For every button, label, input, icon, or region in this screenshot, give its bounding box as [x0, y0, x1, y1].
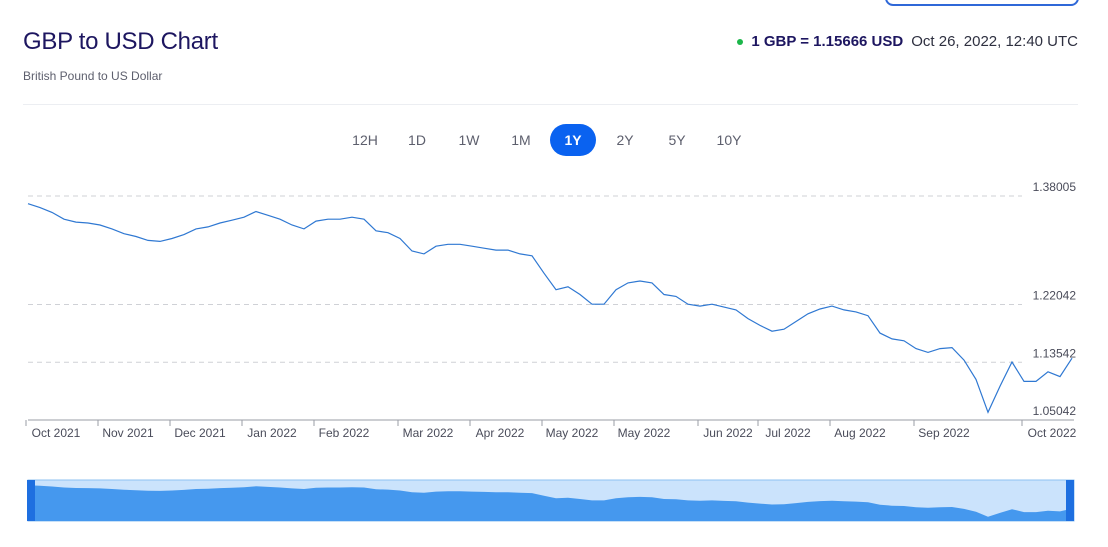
range-selector: 12H 1D 1W 1M 1Y 2Y 5Y 10Y	[342, 124, 752, 156]
x-tick-label: Jul 2022	[765, 426, 811, 440]
live-dot	[737, 38, 744, 45]
x-tick-label: May 2022	[546, 426, 599, 440]
x-tick-label: May 2022	[618, 426, 671, 440]
x-tick-label: Apr 2022	[476, 426, 525, 440]
x-tick-label: Nov 2021	[102, 426, 154, 440]
x-tick-label: Sep 2022	[918, 426, 970, 440]
y-tick-label: 1.22042	[1033, 289, 1077, 303]
x-tick-label: Jan 2022	[247, 426, 297, 440]
x-tick-label: Dec 2021	[174, 426, 226, 440]
y-tick-label: 1.38005	[1033, 180, 1077, 194]
x-tick-label: Mar 2022	[403, 426, 454, 440]
range-button[interactable]: 12H	[352, 132, 378, 148]
range-button[interactable]: 5Y	[668, 132, 686, 148]
y-tick-label: 1.13542	[1033, 346, 1077, 360]
rate: 1 GBP = 1.15666 USD	[751, 33, 904, 50]
title: GBP to USD Chart	[23, 28, 218, 55]
price-line	[27, 203, 1073, 414]
x-tick-label: Aug 2022	[834, 426, 886, 440]
navigator-handle	[27, 480, 35, 521]
navigator-area	[28, 485, 1072, 521]
range-button[interactable]: 1D	[408, 132, 426, 148]
x-tick-label: Feb 2022	[319, 426, 370, 440]
navigator-handle	[1066, 480, 1074, 521]
divider	[23, 104, 1078, 105]
subtitle: British Pound to US Dollar	[23, 69, 163, 83]
range-button[interactable]: 1Y	[550, 124, 596, 156]
range-button[interactable]: 2Y	[616, 132, 634, 148]
x-tick-label: Jun 2022	[703, 426, 753, 440]
x-tick-label: Oct 2022	[1028, 426, 1077, 440]
rate-box: 1 GBP = 1.15666 USD Oct 26, 2022, 12:40 …	[737, 33, 1078, 50]
x-tick-label: Oct 2021	[32, 426, 81, 440]
y-tick-label: 1.05042	[1033, 404, 1077, 418]
range-button[interactable]: 1M	[511, 132, 531, 148]
range-button[interactable]: 1W	[458, 132, 480, 148]
timestamp: Oct 26, 2022, 12:40 UTC	[911, 33, 1078, 50]
range-button[interactable]: 10Y	[716, 132, 742, 148]
